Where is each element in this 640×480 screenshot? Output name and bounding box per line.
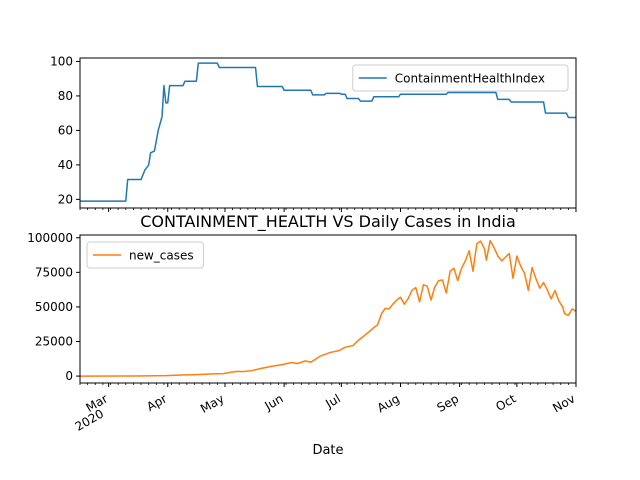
y-tick-label: 100 bbox=[50, 54, 73, 68]
legend-label: new_cases bbox=[129, 249, 194, 263]
bottom-axes-frame bbox=[79, 234, 577, 384]
bottom-chart-title: CONTAINMENT_HEALTH VS Daily Cases in Ind… bbox=[140, 212, 516, 232]
top-axes-frame bbox=[79, 57, 577, 209]
series-line-ContainmentHealthIndex bbox=[80, 62, 576, 202]
x-tick-label: Jul bbox=[322, 391, 342, 411]
y-tick-label: 100000 bbox=[27, 231, 73, 245]
y-tick-label: 20 bbox=[58, 192, 73, 206]
y-tick-label: 40 bbox=[58, 158, 73, 172]
legend-box bbox=[352, 64, 569, 92]
y-tick-label: 25000 bbox=[35, 335, 73, 349]
y-tick-label: 75000 bbox=[35, 265, 73, 279]
y-tick-label: 60 bbox=[58, 123, 73, 137]
top-legend: ContainmentHealthIndex bbox=[352, 64, 569, 92]
y-tick-label: 0 bbox=[65, 369, 73, 383]
legend-label: ContainmentHealthIndex bbox=[395, 72, 545, 86]
series-line-new_cases bbox=[79, 239, 577, 377]
x-axis-label: Date bbox=[312, 443, 343, 458]
y-tick-label: 50000 bbox=[35, 300, 73, 314]
bottom-legend: new_cases bbox=[86, 241, 204, 269]
y-tick-label: 80 bbox=[58, 89, 73, 103]
legend-box bbox=[86, 241, 204, 269]
containment-health-panel: 20 40 60 80 100 ContainmentHealthIndex bbox=[50, 54, 577, 212]
